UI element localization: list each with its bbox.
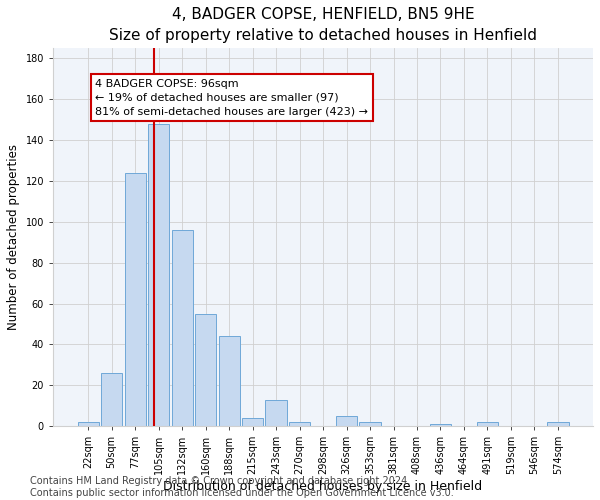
Title: 4, BADGER COPSE, HENFIELD, BN5 9HE
Size of property relative to detached houses : 4, BADGER COPSE, HENFIELD, BN5 9HE Size … [109, 7, 537, 43]
Bar [477, 422, 498, 426]
Bar [359, 422, 380, 426]
Bar [336, 416, 357, 426]
X-axis label: Distribution of detached houses by size in Henfield: Distribution of detached houses by size … [163, 480, 482, 493]
Bar [125, 173, 146, 426]
Bar [547, 422, 569, 426]
Bar [172, 230, 193, 426]
Bar [242, 418, 263, 426]
Bar [218, 336, 239, 426]
Y-axis label: Number of detached properties: Number of detached properties [7, 144, 20, 330]
Bar [195, 314, 216, 426]
Text: Contains HM Land Registry data © Crown copyright and database right 2024.
Contai: Contains HM Land Registry data © Crown c… [30, 476, 454, 498]
Bar [430, 424, 451, 426]
Bar [265, 400, 287, 426]
Bar [148, 124, 169, 426]
Bar [77, 422, 99, 426]
Bar [101, 373, 122, 426]
Bar [289, 422, 310, 426]
Text: 4 BADGER COPSE: 96sqm
← 19% of detached houses are smaller (97)
81% of semi-deta: 4 BADGER COPSE: 96sqm ← 19% of detached … [95, 79, 368, 117]
